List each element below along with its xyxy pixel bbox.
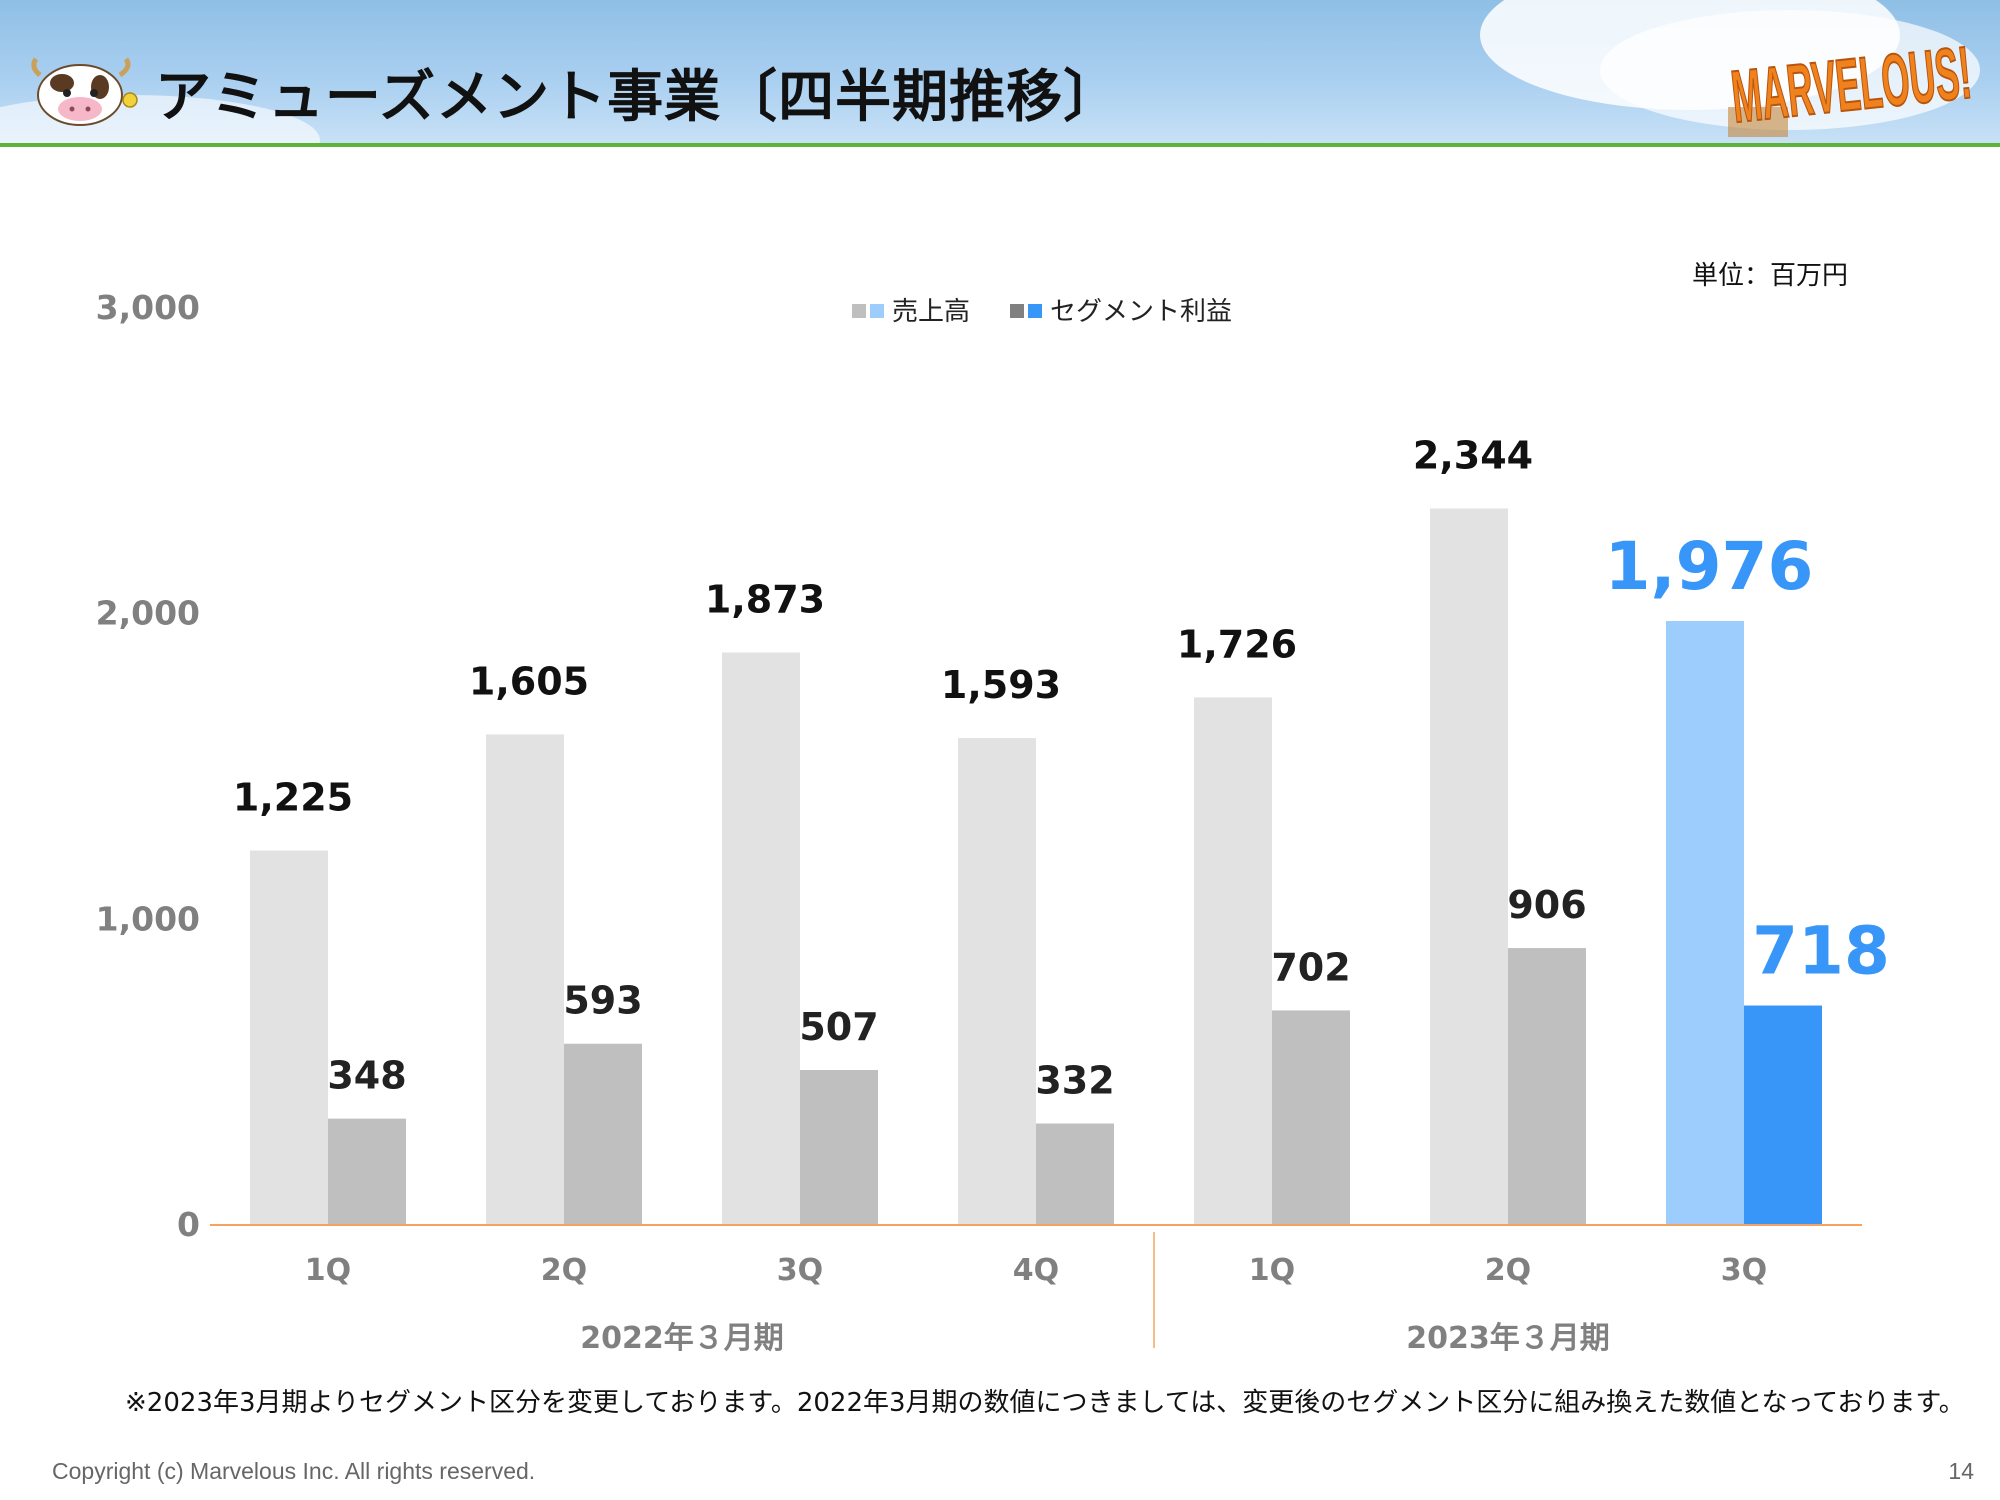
legend-swatch: [1010, 304, 1024, 318]
segment-profit-bar: [800, 1070, 878, 1225]
segment-profit-bar: [1272, 1010, 1350, 1225]
legend-label: 売上高: [892, 297, 970, 327]
sales-value-label: 2,344: [1413, 434, 1533, 478]
legend-label: セグメント利益: [1050, 297, 1232, 327]
unit-note: 単位：百万円: [1691, 261, 1848, 291]
sales-bar: [958, 738, 1036, 1225]
legend-swatch: [1028, 304, 1042, 318]
segment-profit-value-label: 906: [1507, 883, 1586, 927]
sales-value-label: 1,873: [705, 577, 825, 621]
segment-profit-value-label: 702: [1271, 945, 1350, 989]
segment-profit-value-label: 332: [1035, 1059, 1114, 1103]
chart-legend: 売上高 セグメント利益: [852, 297, 1232, 327]
cow-mascot-icon: [31, 57, 138, 126]
fiscal-year-group-label: 2023年３月期: [1406, 1321, 1610, 1356]
header-banner: [0, 0, 2000, 143]
sales-bar: [486, 734, 564, 1225]
segment-profit-value-label: 718: [1752, 913, 1890, 990]
segment-profit-value-label: 507: [799, 1005, 878, 1049]
x-tick-label: 2Q: [541, 1253, 587, 1288]
segment-profit-bar: [1508, 948, 1586, 1225]
sales-bar: [1194, 697, 1272, 1225]
sales-bar: [1430, 508, 1508, 1225]
page-number: 14: [1948, 1458, 1974, 1484]
y-tick-label: 1,000: [96, 899, 200, 938]
y-tick-label: 2,000: [96, 594, 200, 633]
x-tick-label: 3Q: [1721, 1253, 1767, 1288]
sales-value-label: 1,593: [941, 663, 1061, 707]
segment-profit-bar: [1036, 1123, 1114, 1225]
x-tick-label: 2Q: [1485, 1253, 1531, 1288]
sales-value-label: 1,726: [1177, 622, 1297, 666]
bar-series: [250, 508, 1822, 1225]
segment-profit-bar: [328, 1118, 406, 1225]
y-axis-ticks: 0 1,000 2,000 3,000: [96, 288, 200, 1244]
legend-swatch: [870, 304, 884, 318]
x-tick-label: 1Q: [305, 1253, 351, 1288]
sales-bar: [722, 652, 800, 1225]
sales-bar: [250, 850, 328, 1225]
segment-profit-value-label: 593: [563, 979, 642, 1023]
marvelous-logo: MARVELOUS!: [1727, 30, 1976, 137]
y-tick-label: 3,000: [96, 288, 200, 327]
sales-value-label: 1,225: [233, 776, 353, 820]
sales-value-label: 1,605: [469, 659, 589, 703]
page-title: アミューズメント事業〔四半期推移〕: [155, 65, 1121, 130]
segment-profit-value-label: 348: [327, 1054, 406, 1098]
fiscal-year-group-label: 2022年３月期: [580, 1321, 784, 1356]
y-tick-label: 0: [177, 1205, 200, 1244]
sales-bar: [1666, 621, 1744, 1225]
segment-profit-bar: [564, 1043, 642, 1225]
header-divider: [0, 143, 2000, 147]
legend-swatch: [852, 304, 866, 318]
footnote: ※2023年3月期よりセグメント区分を変更しております。2022年3月期の数値に…: [125, 1388, 1965, 1418]
segment-profit-bar: [1744, 1005, 1822, 1225]
x-tick-label: 3Q: [777, 1253, 823, 1288]
copyright-text: Copyright (c) Marvelous Inc. All rights …: [52, 1458, 536, 1484]
data-labels: 1,225 348 1Q 1,605 593 2Q 1,873 507 3Q 1,593 332 4Q…: [233, 434, 1890, 1288]
x-axis: 2022年３月期 2023年３月期: [210, 1224, 1862, 1356]
x-tick-label: 1Q: [1249, 1253, 1295, 1288]
sales-value-label: 1,976: [1605, 528, 1814, 605]
x-tick-label: 4Q: [1013, 1253, 1059, 1288]
